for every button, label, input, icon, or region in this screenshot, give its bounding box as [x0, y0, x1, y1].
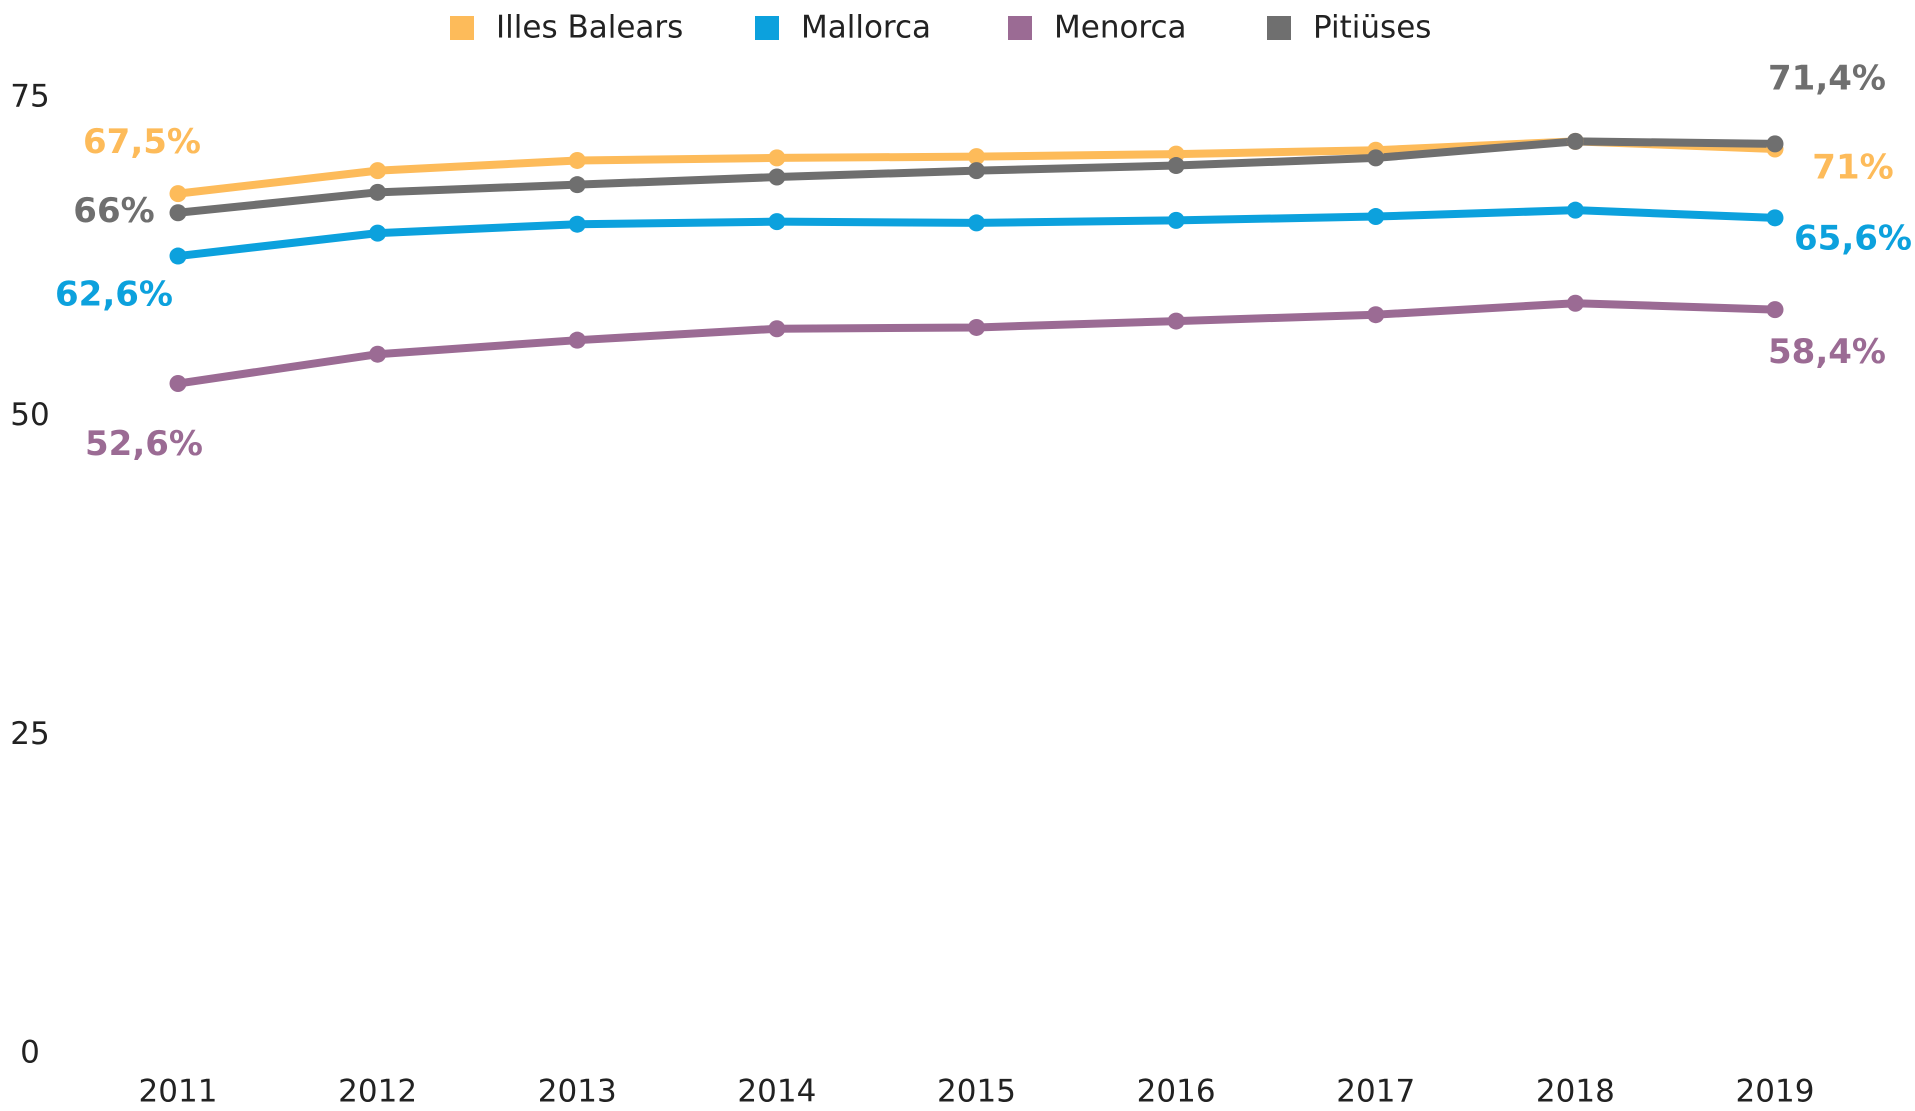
point — [1367, 208, 1385, 226]
data-label: 71% — [1812, 147, 1893, 187]
x-tick-label: 2018 — [1536, 1074, 1615, 1110]
point — [568, 151, 586, 169]
point — [1167, 211, 1185, 229]
point — [568, 215, 586, 233]
point — [369, 224, 387, 242]
legend-swatch — [450, 16, 474, 40]
data-label: 66% — [73, 191, 154, 231]
point — [1766, 301, 1784, 319]
y-tick-label: 50 — [10, 397, 49, 433]
data-label: 52,6% — [85, 424, 203, 464]
point — [1566, 201, 1584, 219]
point — [768, 213, 786, 231]
legend-swatch — [1267, 16, 1291, 40]
legend-label: Illes Balears — [496, 10, 683, 46]
point — [1367, 306, 1385, 324]
point — [1167, 157, 1185, 175]
legend-label: Pitiüses — [1313, 10, 1431, 46]
legend-label: Menorca — [1054, 10, 1187, 46]
legend-swatch — [1008, 16, 1032, 40]
point — [369, 345, 387, 363]
data-label: 71,4% — [1768, 58, 1886, 98]
series-line — [177, 299, 1776, 388]
point — [1766, 135, 1784, 153]
point — [169, 247, 187, 265]
point — [968, 148, 985, 166]
point — [169, 375, 187, 393]
point — [369, 162, 387, 180]
y-tick-label: 0 — [20, 1035, 40, 1071]
data-label: 62,6% — [55, 275, 173, 315]
data-label: 67,5% — [83, 122, 201, 162]
point — [968, 318, 985, 336]
x-tick-label: 2015 — [937, 1074, 1016, 1110]
point — [1566, 132, 1584, 150]
point — [169, 185, 187, 203]
point — [968, 214, 985, 232]
data-label: 58,4% — [1768, 332, 1886, 372]
point — [1167, 312, 1185, 330]
x-tick-label: 2013 — [538, 1074, 617, 1110]
point — [1766, 209, 1784, 227]
point — [568, 176, 586, 194]
legend-swatch — [755, 16, 779, 40]
data-label: 65,6% — [1794, 218, 1912, 258]
point — [768, 320, 786, 338]
point — [169, 204, 187, 222]
point — [768, 168, 786, 186]
x-tick-label: 2017 — [1336, 1074, 1415, 1110]
legend-label: Mallorca — [801, 10, 931, 46]
point — [968, 162, 985, 180]
y-tick-label: 25 — [10, 716, 49, 752]
x-tick-label: 2011 — [139, 1074, 218, 1110]
point — [369, 183, 387, 201]
point — [568, 331, 586, 349]
point — [1566, 294, 1584, 312]
x-tick-label: 2014 — [737, 1074, 816, 1110]
point — [1367, 149, 1385, 167]
point — [768, 149, 786, 167]
x-tick-label: 2016 — [1137, 1074, 1216, 1110]
y-tick-label: 75 — [10, 79, 49, 115]
x-tick-label: 2019 — [1736, 1074, 1815, 1110]
x-tick-label: 2012 — [338, 1074, 417, 1110]
